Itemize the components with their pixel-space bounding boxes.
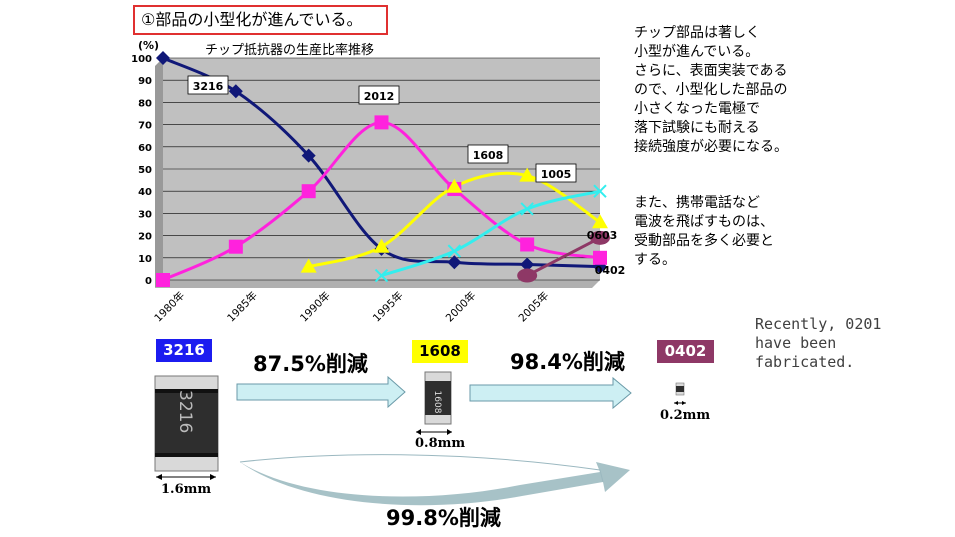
data-point-2012	[301, 184, 316, 199]
chart-title: チップ抵抗器の生産比率推移	[205, 42, 374, 58]
series-label-box	[535, 163, 577, 183]
description-1-line: 小型が進んでいる。	[634, 44, 760, 60]
y-tick-label: 80	[138, 98, 152, 109]
data-point-1005	[520, 202, 534, 216]
x-tick-label: 1985年	[224, 289, 260, 325]
data-point-1608	[519, 167, 536, 182]
series-label-box	[187, 75, 229, 95]
y-axis-ticks: 0 10 20 30 40 50 60 70 80 90 100	[131, 54, 152, 287]
arrow-1	[236, 375, 406, 409]
chip-1608-marking: 1608	[432, 390, 442, 414]
description-1-line: 接続強度が必要になる。	[634, 139, 788, 155]
y-tick-label: 30	[138, 209, 152, 220]
x-tick-label: 1995年	[370, 289, 406, 325]
data-point-0603	[590, 230, 610, 245]
x-tick-label: 2000年	[443, 289, 479, 325]
series-markers	[156, 51, 610, 287]
series-label-3216: 3216	[193, 80, 224, 93]
description-1-line: 落下試験にも耐える	[634, 120, 760, 136]
series-label-0603: 0603	[587, 229, 618, 242]
description-2-line: する。	[634, 252, 676, 268]
x-tick-label: 1980年	[152, 289, 188, 325]
y-tick-label: 40	[138, 187, 152, 198]
y-tick-label: 60	[138, 143, 152, 154]
data-point-1608	[373, 238, 390, 253]
series-label-1608: 1608	[473, 149, 504, 162]
dimension-arrow-1-6mm	[156, 474, 216, 480]
dimension-label-1-6mm: 1.6mm	[161, 482, 212, 497]
y-tick-label: 90	[138, 76, 152, 87]
data-point-2012	[374, 115, 389, 130]
data-point-3216	[447, 255, 462, 270]
plot-floor	[155, 280, 600, 288]
description-2-line: また、携帯電話など	[634, 195, 760, 211]
note-english: Recently, 0201 have been fabricated.	[755, 315, 881, 372]
chip-3216-drawing	[154, 375, 219, 472]
data-point-1608	[592, 214, 608, 229]
description-1-line: 小さくなった電極で	[634, 101, 760, 117]
reduction-label-1: 87.5%削減	[253, 352, 368, 376]
y-axis-label: (%)	[138, 39, 159, 52]
description-block-1: チップ部品は著しく 小型が進んでいる。さらに、表面実装である ので、小型化した部品の…	[634, 24, 788, 157]
series-label-1005: 1005	[541, 168, 572, 181]
data-point-2012	[520, 237, 535, 252]
data-point-1608	[300, 258, 317, 273]
y-tick-label: 70	[138, 121, 152, 132]
description-1-line: チップ部品は著しく	[634, 25, 760, 41]
y-tick-label: 10	[138, 254, 152, 265]
note-en-line: Recently, 0201	[755, 315, 882, 333]
series-label-0402: 0402	[595, 264, 626, 277]
badge-1608: 1608	[412, 340, 468, 363]
data-point-2012	[156, 273, 170, 287]
data-point-1005	[593, 184, 607, 198]
description-block-2: また、携帯電話など 電波を飛ばすものは、 受動部品を多く必要と する。	[634, 194, 774, 270]
description-2-line: 受動部品を多く必要と	[634, 233, 774, 249]
slide-title: ①部品の小型化が進んでいる。	[133, 5, 388, 35]
arrow-2	[469, 376, 632, 410]
reduction-label-3: 99.8%削減	[386, 506, 501, 530]
dimension-arrow-0-2mm	[674, 401, 686, 405]
chip-1608-drawing	[424, 371, 452, 425]
x-tick-label: 2005年	[516, 289, 552, 325]
data-point-3216	[301, 148, 316, 163]
x-tick-label: 1990年	[297, 289, 333, 325]
dimension-label-0-8mm: 0.8mm	[415, 436, 466, 451]
y-tick-label: 100	[131, 54, 152, 65]
description-2-line: 電波を飛ばすものは、	[634, 214, 774, 230]
data-point-1005	[447, 244, 462, 258]
description-1-line: ので、小型化した部品の	[634, 82, 788, 98]
dimension-arrow-0-8mm	[416, 429, 452, 435]
chip-0402-drawing	[675, 382, 685, 396]
note-en-line: have been	[755, 334, 837, 352]
data-point-3216	[520, 257, 535, 272]
data-point-1005	[374, 268, 389, 283]
series-label-box	[467, 144, 509, 164]
data-point-0603	[517, 268, 538, 283]
data-point-1608	[446, 178, 463, 193]
plot-side-wall	[155, 58, 163, 288]
x-axis-ticks: 1980年 1985年 1990年 1995年 2000年 2005年	[152, 289, 552, 325]
series-labels: 3216 2012 1608 1005 0603 0402	[187, 75, 626, 277]
data-point-3216	[156, 51, 170, 65]
series-label-2012: 2012	[364, 90, 395, 103]
dimension-label-0-2mm: 0.2mm	[660, 408, 711, 423]
badge-0402: 0402	[657, 340, 714, 363]
data-point-3216	[228, 84, 243, 99]
badge-3216: 3216	[156, 339, 212, 362]
data-point-2012	[593, 250, 607, 265]
data-point-2012	[228, 239, 243, 254]
series-line-1005	[381, 189, 601, 277]
y-tick-label: 20	[138, 232, 152, 243]
series-label-box	[358, 85, 400, 105]
y-tick-label: 50	[138, 165, 152, 176]
description-1-line: さらに、表面実装である	[634, 63, 788, 79]
y-tick-label: 0	[145, 276, 152, 287]
reduction-label-2: 98.4%削減	[510, 350, 625, 374]
note-en-line: fabricated.	[755, 353, 855, 371]
chip-3216-marking: 3216	[175, 390, 195, 434]
curved-arrow-overall	[239, 454, 630, 506]
